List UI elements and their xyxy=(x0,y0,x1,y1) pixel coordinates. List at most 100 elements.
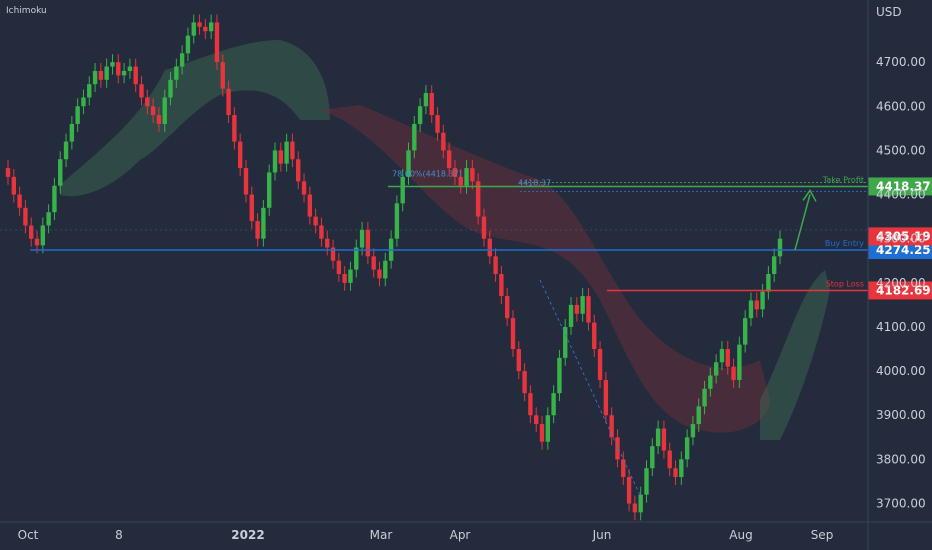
candle-body xyxy=(98,70,104,80)
candle-body xyxy=(673,468,678,478)
y-tick-label: 3900.00 xyxy=(876,408,926,422)
candle-body xyxy=(731,366,736,380)
candle-body xyxy=(568,304,574,327)
x-tick-label: Sep xyxy=(811,528,834,542)
candle-body xyxy=(737,344,742,380)
candle-body xyxy=(255,221,260,239)
candle-body xyxy=(551,393,556,416)
price-tag-label: 4182.69 xyxy=(876,283,931,297)
candle-body xyxy=(696,406,701,425)
candle-body xyxy=(481,216,487,239)
candle-body xyxy=(470,168,475,182)
fib-annotation: 78.60%(4418.37) xyxy=(392,169,462,178)
candle-body xyxy=(777,238,783,257)
candle-body xyxy=(464,168,469,186)
candle-body xyxy=(655,428,661,447)
cloud-bullish-1 xyxy=(60,40,330,197)
candle-body xyxy=(423,93,429,107)
candle-body xyxy=(342,274,347,283)
price-tag-take-profit xyxy=(868,177,932,196)
candle-body xyxy=(87,84,92,98)
y-tick-label: 4600.00 xyxy=(876,99,926,113)
candle-body xyxy=(69,123,75,142)
candle-body xyxy=(214,22,220,63)
candle-body xyxy=(754,300,759,310)
candle-body xyxy=(545,415,551,442)
candle-body xyxy=(708,375,713,389)
x-tick-label: 8 xyxy=(115,528,123,542)
candle-body xyxy=(615,437,620,460)
candle-body xyxy=(383,260,388,279)
candle-body xyxy=(272,150,278,173)
candle-body xyxy=(487,238,492,257)
candle-body xyxy=(307,194,313,217)
candle-body xyxy=(145,97,150,107)
candle-body xyxy=(516,349,521,372)
candle-body xyxy=(75,106,80,124)
candle-body xyxy=(644,468,649,495)
candle-body xyxy=(296,159,301,182)
candle-body xyxy=(81,97,86,107)
candle-body xyxy=(354,247,359,270)
candle-body xyxy=(702,388,707,407)
candle-body xyxy=(191,22,196,36)
y-tick-label: 4400.00 xyxy=(876,188,926,202)
fib-annotation-2: 4418.37 xyxy=(518,178,551,187)
y-tick-label: 4100.00 xyxy=(876,320,926,334)
x-tick-label: 2022 xyxy=(231,528,264,542)
x-tick-label: Mar xyxy=(370,528,393,542)
candle-body xyxy=(417,106,423,124)
candle-body xyxy=(406,150,411,177)
target-arrow-head xyxy=(802,189,817,202)
candle-body xyxy=(179,53,185,67)
candle-body xyxy=(40,225,46,246)
candle-body xyxy=(638,494,643,513)
currency-label: USD xyxy=(876,5,902,19)
candle-body xyxy=(766,274,771,292)
candle-body xyxy=(168,79,173,98)
candle-body xyxy=(684,437,690,460)
candle-body xyxy=(208,22,214,32)
candle-body xyxy=(220,62,225,89)
cloud-bullish-2 xyxy=(760,270,830,440)
candle-body xyxy=(458,176,463,186)
candle-body xyxy=(742,318,748,345)
candle-body xyxy=(534,415,539,425)
candle-body xyxy=(46,212,51,226)
candle-body xyxy=(650,446,655,469)
candle-body xyxy=(574,304,580,314)
candle-body xyxy=(441,132,446,151)
candle-body xyxy=(400,176,405,204)
candle-body xyxy=(133,66,138,85)
candle-body xyxy=(667,450,672,469)
candle-body xyxy=(104,66,109,80)
candle-body xyxy=(249,194,254,222)
candle-body xyxy=(597,349,603,380)
candle-body xyxy=(592,322,597,350)
candle-body xyxy=(609,415,614,438)
x-tick-label: Oct xyxy=(18,528,39,542)
candle-body xyxy=(330,247,336,261)
candle-body xyxy=(162,97,167,124)
level-name-buy-entry: Buy Entry xyxy=(825,239,864,248)
candle-body xyxy=(522,371,527,394)
candle-body xyxy=(452,168,458,177)
x-tick-label: Aug xyxy=(729,528,752,542)
candle-body xyxy=(725,349,730,367)
candle-body xyxy=(325,238,330,248)
candle-body xyxy=(377,269,382,279)
candle-body xyxy=(92,70,98,85)
price-tag-stop-loss xyxy=(868,281,932,300)
candle-body xyxy=(626,477,632,504)
candle-body xyxy=(621,459,626,478)
candle-body xyxy=(139,84,144,98)
y-tick-label: 4500.00 xyxy=(876,143,926,157)
level-name-stop-loss: Stop Loss xyxy=(826,279,864,288)
candle-body xyxy=(121,70,127,76)
candle-body xyxy=(580,296,585,314)
candle-body xyxy=(336,260,342,274)
candle-body xyxy=(510,318,516,350)
candle-body xyxy=(63,141,69,160)
